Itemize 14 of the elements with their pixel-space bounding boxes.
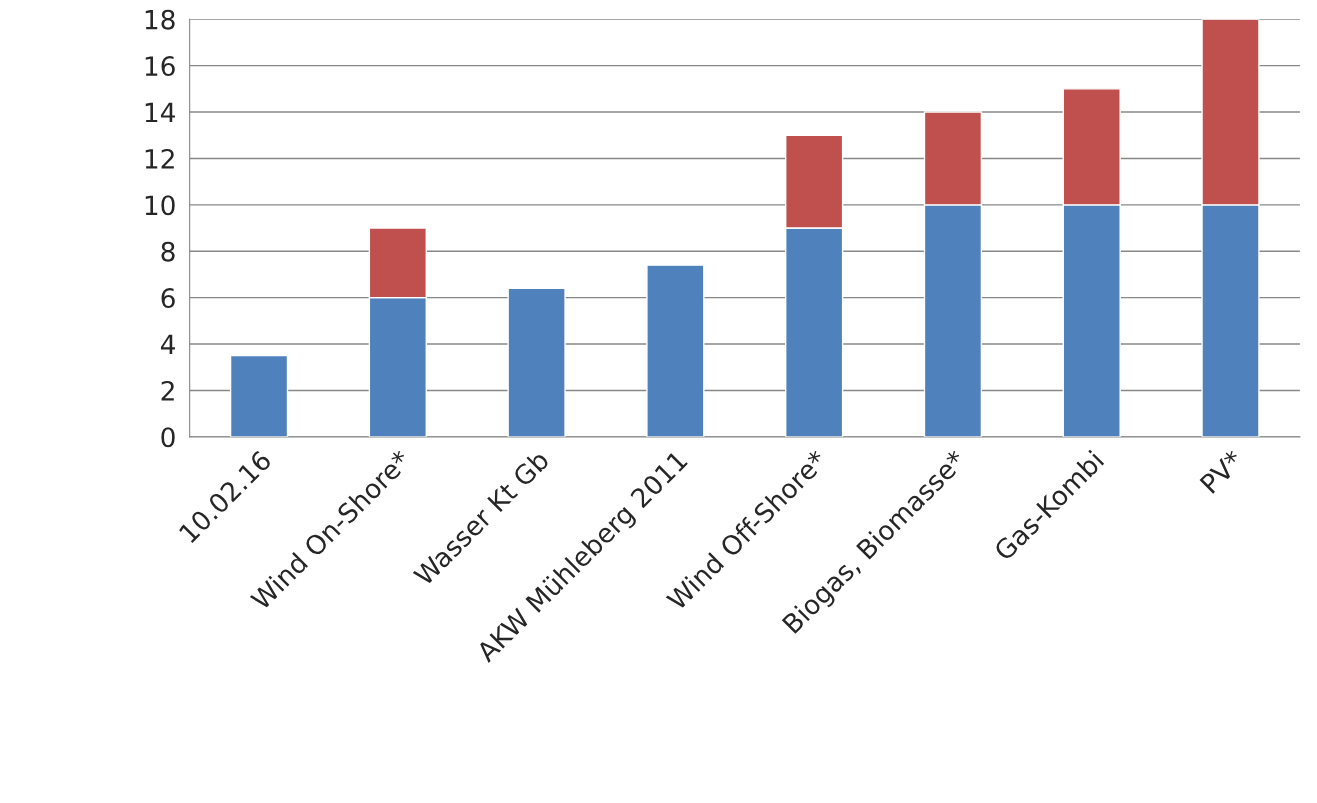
y-tick-label: 14 [145,102,175,123]
y-tick-label: 6 [161,288,175,309]
bar [507,287,566,437]
y-tick-label: 4 [160,334,175,355]
x-tick-label: PV* [1199,448,1245,494]
y-tick-label: 10 [145,195,175,216]
y-tick-label: 0 [161,427,175,448]
bar [646,264,705,437]
y-tick-label: 12 [145,148,174,169]
y-tick-label: 16 [145,56,175,77]
y-tick-label: 2 [161,380,174,401]
y-tick-label: 8 [161,241,175,262]
y-tick-label: 18 [145,9,175,30]
bar [229,354,289,437]
